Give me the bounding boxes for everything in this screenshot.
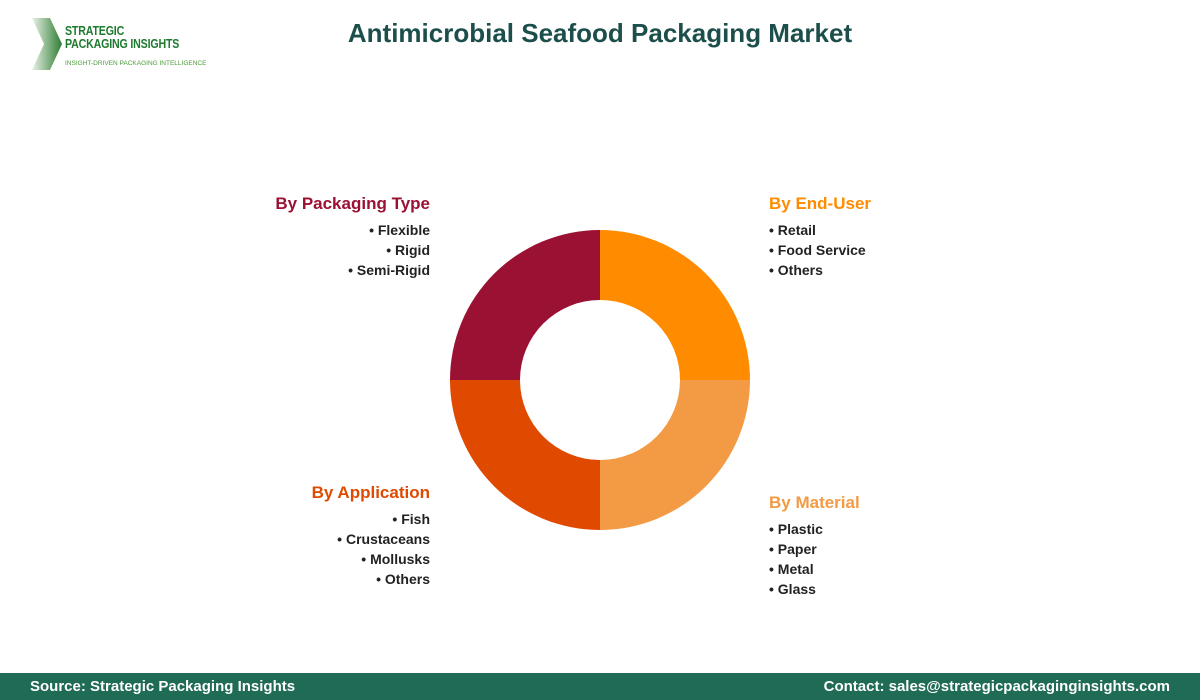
segment-title: By End-User [769, 194, 872, 213]
donut-segment-material [600, 380, 750, 530]
logo: STRATEGIC PACKAGING INSIGHTS INSIGHT-DRI… [32, 18, 206, 73]
list-item: Rigid [395, 242, 430, 258]
list-item: Plastic [777, 521, 823, 537]
list-item: Crustaceans [345, 531, 430, 547]
list-item: Glass [777, 581, 816, 597]
list-item: Semi-Rigid [356, 262, 430, 278]
donut-segment-application [450, 380, 600, 530]
chevron-logo-icon [32, 18, 62, 70]
segment-title: By Packaging Type [275, 194, 430, 213]
list-item: Retail [777, 222, 816, 238]
list-item: Food Service [777, 242, 866, 258]
donut-segment-end-user [600, 230, 750, 380]
donut-segment-packaging-type [450, 230, 600, 380]
list-item: Fish [401, 511, 430, 527]
list-item: Mollusks [370, 551, 430, 567]
logo-line1: STRATEGIC [65, 24, 125, 38]
source-text: Source: Strategic Packaging Insights [30, 678, 296, 695]
footer: Source: Strategic Packaging Insights Con… [0, 673, 1200, 700]
logo-line2: PACKAGING INSIGHTS [65, 37, 180, 51]
segment-packaging-type: By Packaging Type • Flexible • Rigid • S… [275, 194, 430, 278]
segment-application: By Application • Fish • Crustaceans • Mo… [311, 483, 430, 587]
list-item: Others [384, 571, 430, 587]
list-item: Metal [777, 561, 814, 577]
logo-tagline: INSIGHT-DRIVEN PACKAGING INTELLIGENCE [65, 60, 207, 67]
page-title: Antimicrobial Seafood Packaging Market [347, 18, 853, 48]
list-item: Paper [777, 541, 817, 557]
segment-end-user: By End-User • Retail • Food Service • Ot… [769, 194, 872, 278]
segment-title: By Application [311, 483, 430, 502]
list-item: Flexible [377, 222, 430, 238]
list-item: Others [777, 262, 823, 278]
segment-title: By Material [769, 493, 860, 512]
segment-material: By Material • Plastic • Paper • Metal • … [769, 493, 860, 597]
contact-text: Contact: sales@strategicpackaginginsight… [823, 678, 1170, 695]
